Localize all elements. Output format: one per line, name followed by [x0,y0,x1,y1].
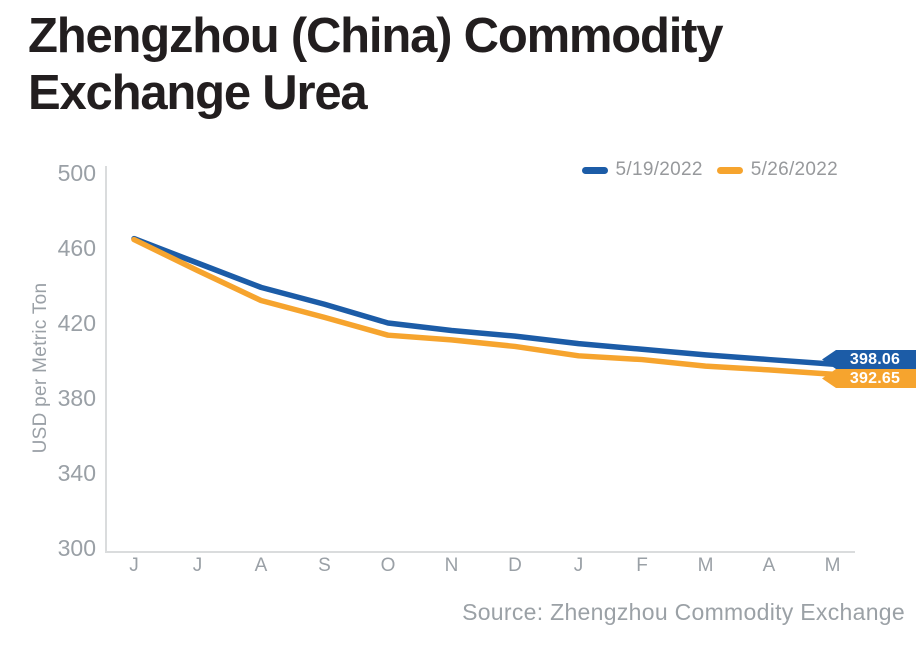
end-value-flag-blue: 398.06 [822,350,916,369]
x-tick-label: J [129,555,139,576]
y-tick-label: 420 [57,310,96,336]
x-tick-label: J [192,555,203,576]
series-line-5-19-2022 [131,235,836,367]
x-tick-label: A [762,555,776,576]
y-tick-label: 460 [57,235,96,261]
source-text: Source: Zhengzhou Commodity Exchange [462,599,905,625]
legend-swatch-orange [716,166,743,174]
y-tick-label: 340 [57,460,96,486]
legend-label-series-1: 5/19/2022 [615,159,703,180]
y-axis-line [105,166,107,553]
legend-item-series-1: 5/19/2022 [581,159,703,181]
legend-label-series-2: 5/26/2022 [750,159,838,180]
x-tick-label: O [380,555,396,576]
x-tick-label: N [444,555,459,576]
end-value-flag-orange: 392.65 [822,369,916,388]
y-tick-label: 300 [57,535,96,561]
x-tick-label: F [636,555,648,576]
legend-swatch-blue [581,166,608,174]
chart-legend: 5/19/2022 5/26/2022 [581,159,838,181]
x-axis-line [105,551,855,553]
x-tick-label: M [697,555,714,576]
series-line-5-26-2022 [131,236,836,378]
page-title-line-1: Zhengzhou (China) Commodity [28,9,724,63]
x-tick-label: D [508,555,522,576]
y-tick-label: 500 [57,160,96,186]
legend-item-series-2: 5/26/2022 [716,159,838,181]
x-tick-label: M [824,555,841,576]
x-tick-label: A [254,555,268,576]
x-tick-label: S [318,555,331,576]
page-title-line-2: Exchange Urea [28,66,368,120]
x-tick-label: J [573,555,584,576]
y-tick-label: 380 [57,385,96,411]
page-title: Zhengzhou (China) Commodity Exchange Ure… [28,8,908,122]
